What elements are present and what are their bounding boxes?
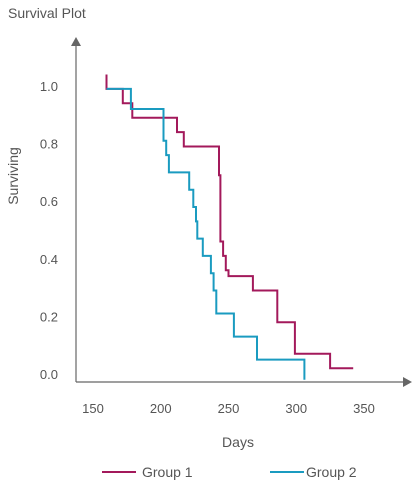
x-tick-label: 150 (82, 401, 104, 416)
y-tick-label: 0.2 (40, 309, 58, 324)
x-tick-label: 350 (353, 401, 375, 416)
x-axis-arrow (403, 377, 412, 387)
y-axis-label: Surviving (5, 147, 21, 205)
y-tick-label: 1.0 (40, 79, 58, 94)
legend-label-group-2: Group 2 (306, 464, 357, 480)
series-line-group-2 (106, 87, 306, 380)
chart-title: Survival Plot (8, 5, 86, 21)
series-line-group-1 (105, 74, 354, 370)
y-tick-label: 0.0 (40, 367, 58, 382)
y-tick-label: 0.4 (40, 252, 58, 267)
legend: Group 1 Group 2 (102, 464, 357, 480)
x-tick-label: 200 (150, 401, 172, 416)
y-tick-label: 0.6 (40, 194, 58, 209)
x-tick-label: 300 (285, 401, 307, 416)
legend-label-group-1: Group 1 (142, 464, 193, 480)
x-tick-labels: 150 200 250 300 350 (82, 401, 375, 416)
y-tick-labels: 0.0 0.2 0.4 0.6 0.8 1.0 (40, 79, 58, 382)
series-layer (105, 74, 354, 380)
y-axis-arrow (71, 37, 81, 46)
y-tick-label: 0.8 (40, 137, 58, 152)
x-tick-label: 250 (218, 401, 240, 416)
x-axis-label: Days (222, 434, 254, 450)
